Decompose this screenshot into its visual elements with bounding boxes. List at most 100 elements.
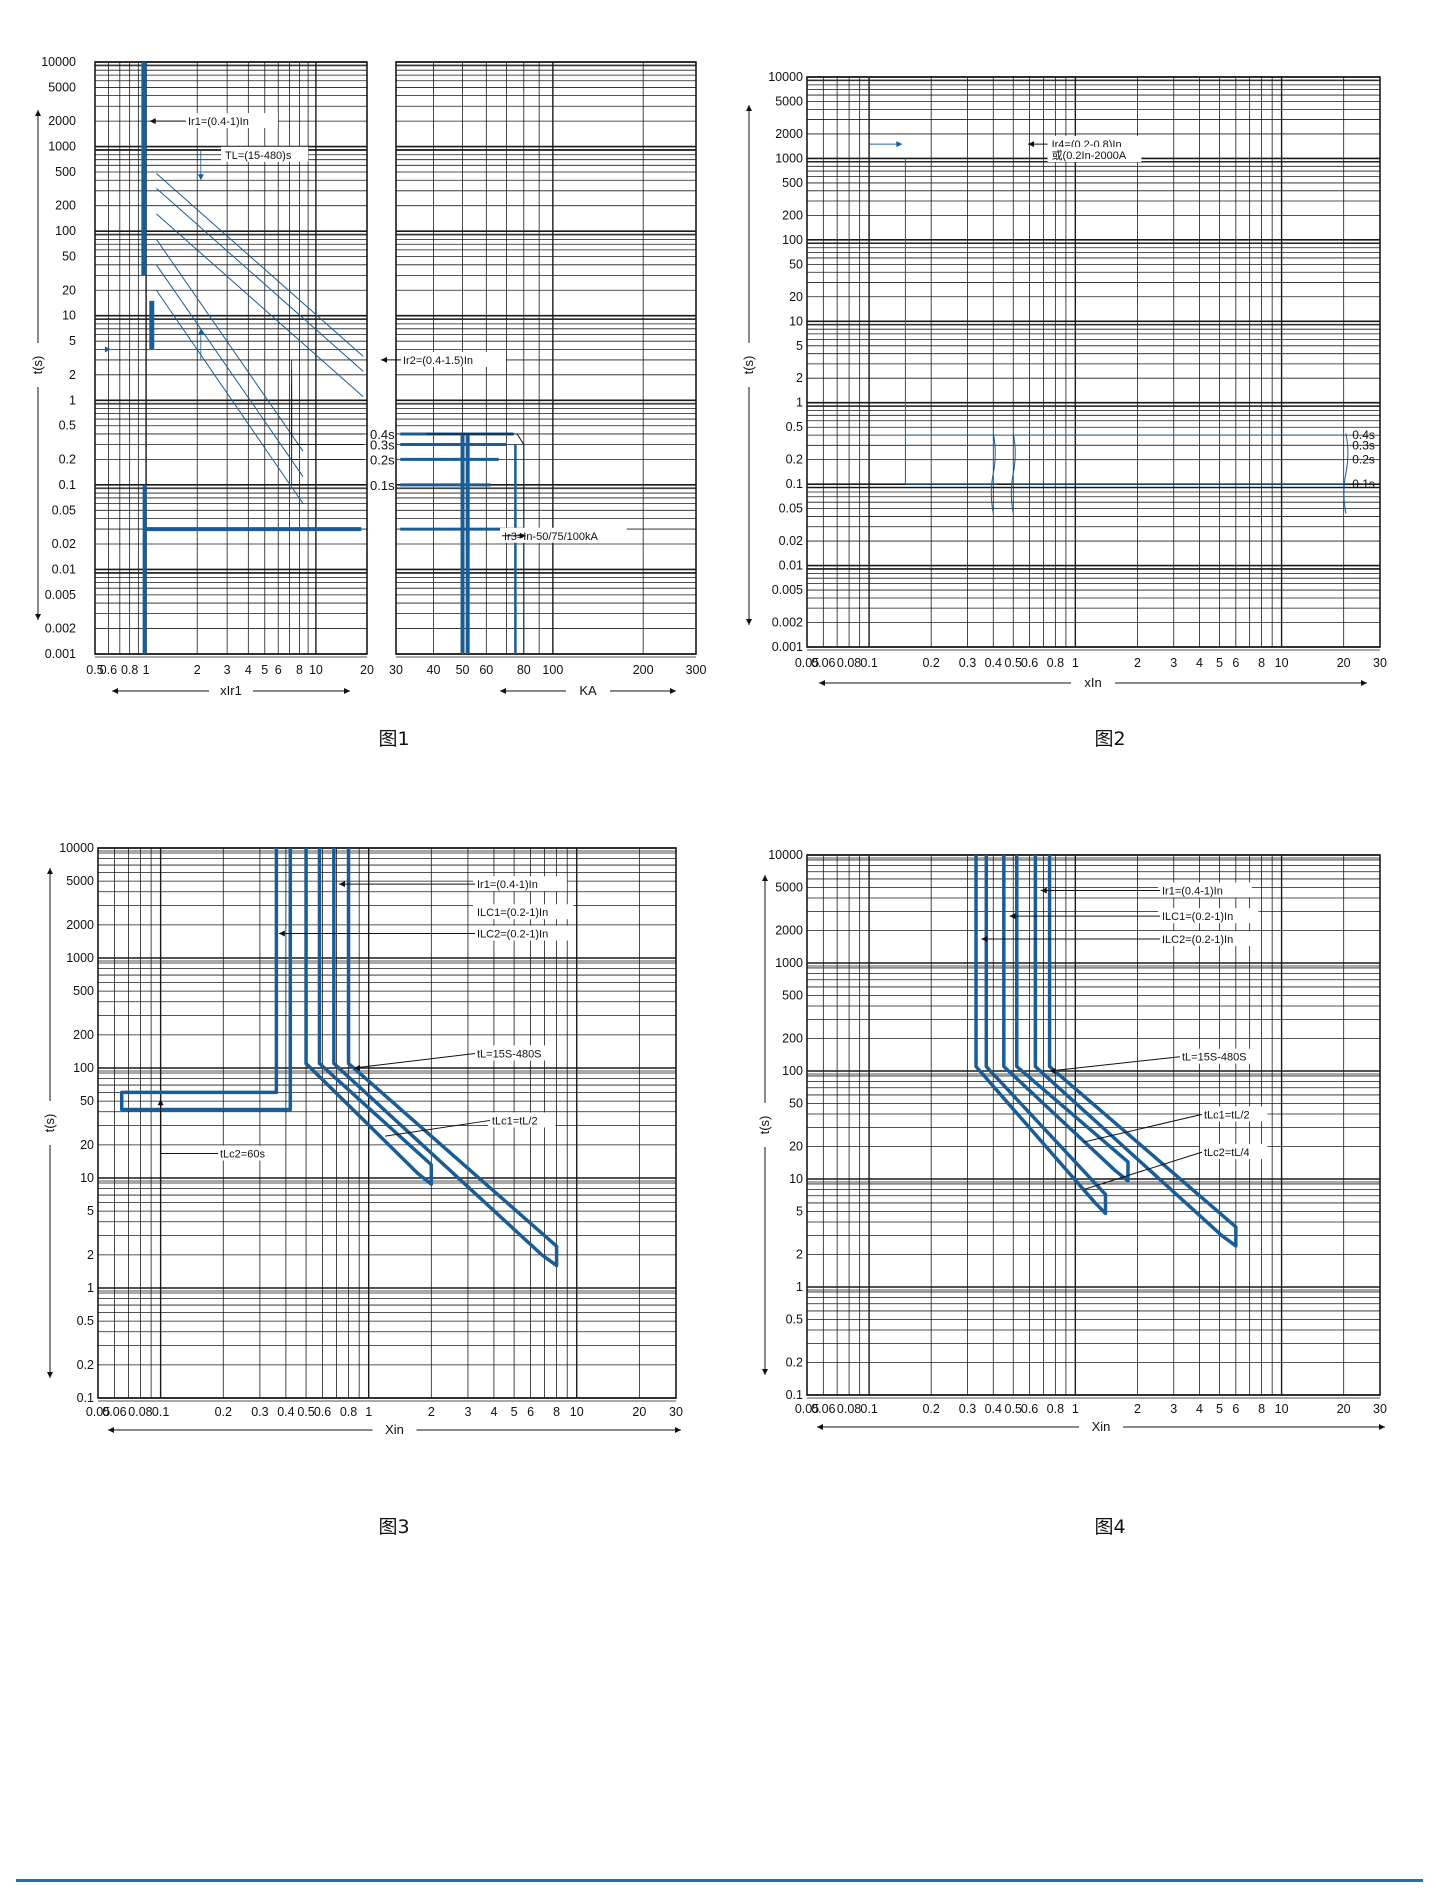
fig2-xtick-label: 0.5 [1005,656,1022,670]
fig2-break-mark [990,433,996,514]
fig3-ytick-label: 2 [87,1248,94,1262]
fig1-ytick-label: 0.02 [52,537,76,551]
fig2-yaxis-arrowhead [746,619,752,625]
fig2-ir4-alt-label: 或(0.2In-2000A [1052,149,1127,162]
fig2-ytick-label: 0.002 [772,615,803,629]
fig2-delay-label: 0.4s [1352,428,1375,442]
fig1-long-delay-line [156,264,304,477]
fig4-ilc1-pointer-arrowhead [1009,913,1016,920]
fig3-ylabel: t(s) [42,1114,57,1133]
fig2-xaxis-arrowhead [819,680,825,686]
fig4-xtick-label: 3 [1170,1402,1177,1416]
fig2-ytick-label: 20 [789,290,803,304]
fig2-ytick-label: 10 [789,314,803,328]
fig1-ytick-label: 100 [55,224,76,238]
fig3-ytick-label: 0.2 [77,1358,94,1372]
fig4-xtick-label: 0.1 [860,1402,877,1416]
fig1-right-xtick-label: 300 [686,663,707,677]
figure-2-chart: 10000 5000 2000 1000 500 200 100 50 20 10 5 2 1 0.5 0.… [735,65,1425,705]
fig3-tlc1-label: tLc1=tL/2 [492,1115,538,1127]
fig1-long-delay-line [156,213,364,398]
fig2-ir4-pointer-arrowhead [1028,141,1035,148]
fig3-xtick-label: 30 [669,1405,683,1419]
fig1-ytick-label: 1 [69,393,76,407]
fig4-xtick-label: 20 [1337,1402,1351,1416]
fig2-ytick-label: 0.2 [786,453,803,467]
fig4-tlc2-pointer [1083,1151,1203,1190]
fig1-ytick-label: 0.005 [45,588,76,602]
fig2-xtick-label: 4 [1196,656,1203,670]
fig2-ytick-label: 0.1 [786,477,803,491]
fig2-ytick-label: 500 [782,176,803,190]
fig3-ytick-label: 50 [80,1094,94,1108]
fig1-left-xtick-label: 1 [143,663,150,677]
fig3-xtick-label: 0.1 [152,1405,169,1419]
figure-2-svg: 100005000200010005002001005020105210.50.… [741,70,1387,690]
figure-3-chart: 10000 5000 2000 1000 500 200 100 50 20 10 5 2 1 0.5 0.… [20,838,720,1458]
fig2-delay-label: 0.1s [1352,477,1375,491]
fig4-xtick-label: 10 [1275,1402,1289,1416]
fig1-left-xlabel: xIr1 [220,683,242,698]
fig3-xtick-label: 0.05 [86,1405,110,1419]
fig4-xtick-label: 0.2 [922,1402,939,1416]
fig1-ytick-label: 0.2 [59,452,76,466]
fig1-ir3-label-bg [500,527,627,543]
fig4-ytick-label: 5 [796,1205,803,1219]
fig1-long-delay-line [156,239,304,452]
fig1-ytick-label: 20 [62,283,76,297]
fig2-ytick-label: 50 [789,257,803,271]
fig1-ytick-label: 5000 [48,80,76,94]
fig4-ytick-label: 1000 [775,956,803,970]
fig1-delay-label: 0.4s [370,427,395,442]
fig3-ytick-label: 0.1 [77,1391,94,1405]
fig3-xtick-label: 8 [553,1405,560,1419]
fig3-ytick-label: 10000 [59,841,94,855]
fig3-ytick-label: 20 [80,1138,94,1152]
fig3-tlc1-pointer [385,1119,491,1137]
fig3-tl-pointer-arrowhead [353,1065,360,1071]
fig4-tlc1-label: tLc1=tL/2 [1204,1109,1250,1121]
fig1-left-xtick-label: 20 [360,663,374,677]
fig2-grid [806,76,1381,651]
fig3-tlc2-label-bg [216,1145,277,1161]
fig2-xtick-label: 6 [1232,656,1239,670]
fig1-ytick-label: 50 [62,250,76,264]
fig1-right-xtick-label: 100 [542,663,563,677]
fig4-ilc1-label: ILC1=(0.2-1)In [1162,911,1233,923]
fig4-xtick-label: 0.6 [1021,1402,1038,1416]
fig2-xaxis-arrowhead [1361,680,1367,686]
fig3-ytick-label: 500 [73,984,94,998]
fig3-ir1-pointer-arrowhead [338,881,345,888]
fig2-xtick-label: 0.05 [795,656,819,670]
fig4-xlabel: Xin [1092,1419,1111,1434]
fig1-ytick-label: 2 [69,368,76,382]
fig1-tl-label: TL=(15-480)s [225,150,292,162]
fig2-pickup-arrowhead [896,141,903,148]
fig4-ytick-label: 0.1 [786,1388,803,1402]
fig4-ytick-label: 500 [782,989,803,1003]
fig1-right-xtick-label: 50 [456,663,470,677]
fig3-ilc1-label-bg [473,904,574,920]
fig1-ytick-label: 200 [55,199,76,213]
fig4-ytick-label: 10 [789,1172,803,1186]
figure-4-chart: 10000 5000 2000 1000 500 200 100 50 20 10 5 2 1 0.5 0.… [735,845,1425,1465]
fig4-ilc2-label-bg [1158,930,1259,946]
fig3-ytick-label: 1 [87,1281,94,1295]
fig2-ytick-label: 0.005 [772,583,803,597]
fig4-ytick-label: 5000 [775,881,803,895]
fig1-tl-arrowhead [197,174,204,181]
fig1-left-xtick-label: 8 [296,663,303,677]
fig4-xtick-label: 5 [1216,1402,1223,1416]
fig1-ytick-label: 5 [69,334,76,348]
fig1-long-delay-line [156,289,304,504]
fig1-ytick-label: 0.01 [52,562,76,576]
fig4-tl-pointer-arrowhead [1049,1068,1056,1074]
fig1-ir2-label-bg [399,351,506,367]
fig2-ylabel: t(s) [741,356,756,375]
fig1-ytick-label: 0.1 [59,478,76,492]
fig2-ytick-label: 1000 [775,151,803,165]
fig1-left-xtick-label: 0.8 [121,663,138,677]
fig2-ytick-label: 5000 [775,95,803,109]
fig3-xtick-label: 1 [365,1405,372,1419]
fig4-yaxis-arrowhead [762,1369,768,1375]
